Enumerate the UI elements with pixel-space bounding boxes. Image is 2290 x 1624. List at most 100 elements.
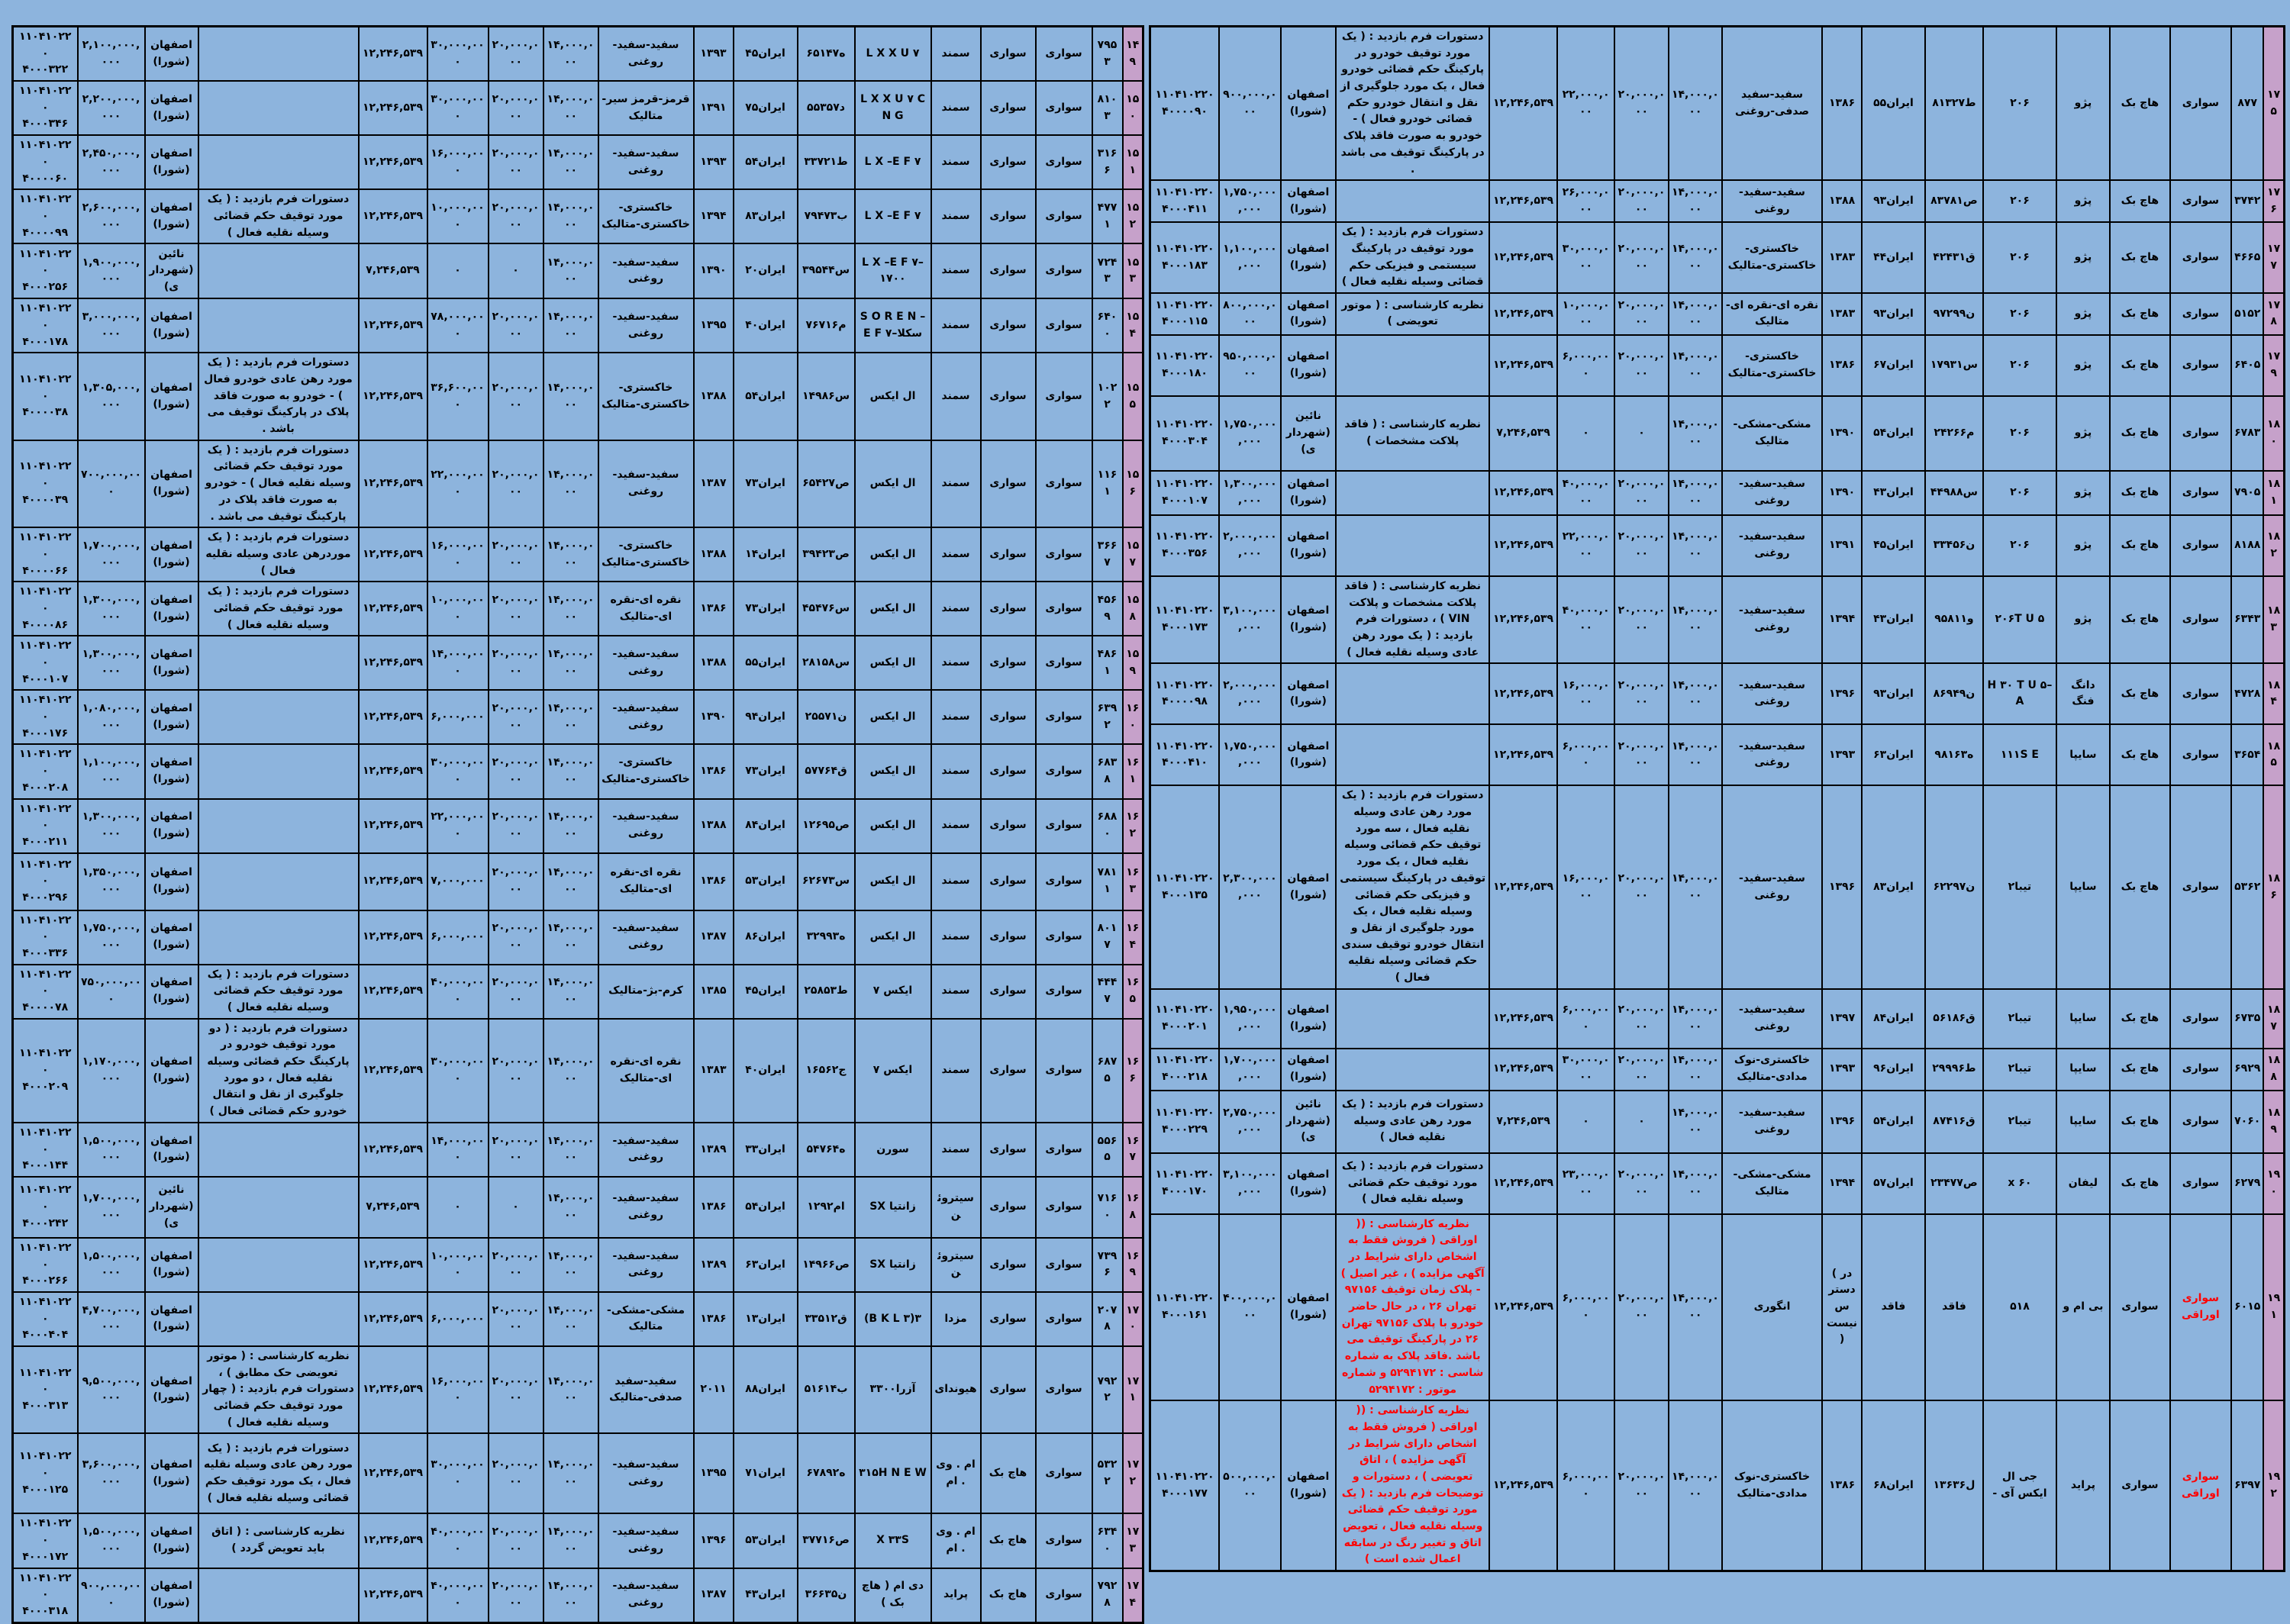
cell-row-number: ۱۷۴ — [1121, 1567, 1144, 1624]
cell-plate-serial: ۶۲ن۲۹۷ — [1924, 785, 1985, 990]
cell-color: سفید-سفید-روغنی — [1721, 662, 1823, 726]
cell-fee-variable: ۱۰,۰۰۰,۰۰۰ — [426, 1236, 489, 1293]
cell-description — [197, 743, 360, 800]
cell-city: اصفهان (شورا) — [144, 743, 199, 800]
cell-case-number: ۱۱۰۴۱۰۲۲۰ ۴۰۰۰۱۷۰ — [1149, 1152, 1221, 1215]
cell-plate-serial: ۴۲ق۴۳۱ — [1924, 221, 1985, 294]
cell-plate-region: ایران۷۳ — [732, 743, 798, 800]
cell-body-style: سواری — [2109, 1400, 2171, 1572]
table-row: ۱۹۰ ۶۲۷۹ سواری هاچ بک لیفان x ۶۰ ۲۳ص۴۷۷ … — [1149, 1152, 2285, 1215]
cell-base-price: ۲,۱۰۰,۰۰۰,۰۰۰ — [76, 25, 146, 82]
cell-fee-fixed: ۷,۲۴۶,۵۳۹ — [1488, 395, 1558, 472]
cell-base-price: ۱,۹۵۰,۰۰۰,۰۰۰ — [1218, 988, 1282, 1049]
cell-description: نظریه کارشناسی : (( اوراقی ( فروش فقط به… — [1335, 1400, 1491, 1572]
cell-plate-region: ایران۱۴ — [732, 527, 798, 583]
cell-vehicle-type: سواری — [2169, 1152, 2233, 1215]
cell-model-tip: ۵۱۸ — [1982, 1213, 2057, 1402]
cell-fee-20m: ۲۰,۰۰۰,۰۰۰ — [1614, 1213, 1669, 1402]
cell-fee-20m: ۲۰,۰۰۰,۰۰۰ — [487, 25, 544, 82]
cell-case-number: ۱۱۰۴۱۰۲۲۰ ۴۰۰۰۰۳۸ — [11, 352, 79, 441]
cell-fee-14m: ۱۴,۰۰۰,۰۰۰ — [1667, 292, 1724, 336]
cell-row-number: ۱۸۳ — [2263, 575, 2285, 665]
cell-fee-variable: ۲۲,۰۰۰,۰۰۰ — [426, 798, 489, 854]
cell-case-number: ۱۱۰۴۱۰۲۲۰ ۴۰۰۰۱۱۵ — [1149, 292, 1221, 336]
cell-color: سفید-سفید-روغنی — [597, 1513, 695, 1569]
cell-color: سفید-سفید-روغنی — [1721, 723, 1823, 787]
cell-fee-fixed: ۱۲,۲۴۶,۵۳۹ — [357, 852, 428, 911]
cell-color: کرم-بژ-متالیک — [597, 963, 695, 1020]
cell-unit-number: ۵۱۵۲ — [2230, 292, 2265, 336]
cell-vehicle-type: سواری اوراقی — [2169, 1400, 2233, 1572]
cell-vehicle-type: سواری — [1034, 689, 1093, 746]
cell-brand: پژو — [2055, 575, 2111, 665]
cell-fee-variable: ۴۰,۰۰۰,۰۰۰ — [426, 1513, 489, 1569]
cell-description: دستورات فرم بازدید : ( یک مورد توقیف حکم… — [197, 439, 360, 529]
cell-fee-fixed: ۱۲,۲۴۶,۵۳۹ — [1488, 469, 1558, 516]
cell-brand: ام . وی . ام — [930, 1513, 982, 1569]
cell-brand: بی ام و — [2055, 1213, 2111, 1402]
cell-color: نقره ای-نقره ای-متالیک — [597, 1017, 695, 1123]
cell-fee-14m: ۱۴,۰۰۰,۰۰۰ — [542, 134, 599, 191]
cell-plate-serial: ۲۴م۲۶۶ — [1924, 395, 1985, 472]
cell-case-number: ۱۱۰۴۱۰۲۲۰ ۴۰۰۰۲۱۸ — [1149, 1047, 1221, 1091]
cell-description — [197, 298, 360, 354]
cell-fee-20m: ۲۰,۰۰۰,۰۰۰ — [487, 352, 544, 441]
table-row: ۱۵۳ ۷۲۴۳ سواری سواری سمند L X –E F ۷–۱۷۰… — [11, 243, 1144, 300]
cell-row-number: ۱۷۷ — [2263, 221, 2285, 294]
cell-row-number: ۱۹۱ — [2263, 1213, 2285, 1402]
cell-brand: پژو — [2055, 179, 2111, 224]
cell-body-style: هاچ بک — [2109, 723, 2171, 787]
cell-case-number: ۱۱۰۴۱۰۲۲۰ ۴۰۰۰۳۳۶ — [11, 909, 79, 965]
cell-color: خاکستری-خاکستری-متالیک — [597, 188, 695, 245]
cell-vehicle-type: سواری — [1034, 1513, 1093, 1569]
cell-base-price: ۱,۰۸۰,۰۰۰,۰۰۰ — [76, 689, 146, 746]
cell-unit-number: ۳۶۶۷ — [1091, 527, 1124, 583]
cell-description — [197, 80, 360, 137]
cell-model-year: ۱۳۹۶ — [1821, 785, 1863, 990]
cell-description — [197, 243, 360, 300]
cell-base-price: ۹۰۰,۰۰۰,۰۰۰ — [76, 1567, 146, 1624]
cell-description: دستورات فرم بازدید : ( یک مورد توقیف در … — [1335, 221, 1491, 294]
cell-city: اصفهان (شورا) — [1279, 292, 1337, 336]
cell-fee-14m: ۱۴,۰۰۰,۰۰۰ — [542, 1567, 599, 1624]
cell-model-tip: L X –E F ۷ — [853, 188, 932, 245]
cell-fee-20m: ۲۰,۰۰۰,۰۰۰ — [1614, 514, 1669, 577]
cell-fee-14m: ۱۴,۰۰۰,۰۰۰ — [542, 798, 599, 854]
cell-row-number: ۱۶۸ — [1121, 1175, 1144, 1239]
cell-fee-variable: ۶,۰۰۰,۰۰۰ — [1556, 723, 1616, 787]
cell-brand: سمند — [930, 243, 982, 300]
cell-case-number: ۱۱۰۴۱۰۲۲۰ ۴۰۰۰۰۹۰ — [1149, 25, 1221, 182]
cell-city: اصفهان (شورا) — [144, 689, 199, 746]
cell-base-price: ۱,۱۷۰,۰۰۰,۰۰۰ — [76, 1017, 146, 1123]
cell-color: خاکستری-نوک مدادی-متالیک — [1721, 1400, 1823, 1572]
cell-description — [197, 798, 360, 854]
cell-plate-serial: ۲۳ص۴۷۷ — [1924, 1152, 1985, 1215]
cell-unit-number: ۸۰۱۷ — [1091, 909, 1124, 965]
cell-base-price: ۱,۷۵۰,۰۰۰,۰۰۰ — [1218, 395, 1282, 472]
cell-body-style: سواری — [979, 439, 1037, 529]
cell-model-year: ۱۳۸۸ — [692, 527, 734, 583]
cell-vehicle-type: سواری — [2169, 988, 2233, 1049]
cell-fee-fixed: ۱۲,۲۴۶,۵۳۹ — [357, 581, 428, 637]
cell-city: نائین (شهرداری) — [1279, 395, 1337, 472]
cell-row-number: ۱۵۲ — [1121, 188, 1144, 245]
cell-plate-serial: ۱۲ص۶۹۵ — [796, 798, 856, 854]
cell-plate-region: ایران۸۶ — [732, 909, 798, 965]
cell-row-number: ۱۸۱ — [2263, 469, 2285, 516]
cell-plate-region: ایران۵۳ — [732, 852, 798, 911]
cell-vehicle-type: سواری — [1034, 635, 1093, 691]
cell-row-number: ۱۸۴ — [2263, 662, 2285, 726]
cell-city: اصفهان (شورا) — [144, 298, 199, 354]
cell-model-tip: ۲۰۶ — [1982, 334, 2057, 397]
cell-city: نائین (شهرداری) — [1279, 1089, 1337, 1154]
cell-plate-serial: ۱۳ل۶۳۶ — [1924, 1400, 1985, 1572]
cell-plate-region: ایران۹۳ — [1861, 662, 1926, 726]
cell-fee-14m: ۱۴,۰۰۰,۰۰۰ — [1667, 179, 1724, 224]
cell-model-tip: ۲۰۶ — [1982, 469, 2057, 516]
cell-fee-variable: ۶,۰۰۰,۰۰۰ — [1556, 988, 1616, 1049]
cell-description — [1335, 179, 1491, 224]
table-row: ۱۶۸ ۷۱۶۰ سواری سواری سیتروئن زانتیا SX ۱… — [11, 1175, 1144, 1239]
cell-plate-region: ایران۹۳ — [1861, 179, 1926, 224]
cell-fee-fixed: ۱۲,۲۴۶,۵۳۹ — [1488, 785, 1558, 990]
table-row: ۱۵۹ ۴۸۶۱ سواری سواری سمند ال ایکس ۲۸س۱۵۸… — [11, 635, 1144, 691]
